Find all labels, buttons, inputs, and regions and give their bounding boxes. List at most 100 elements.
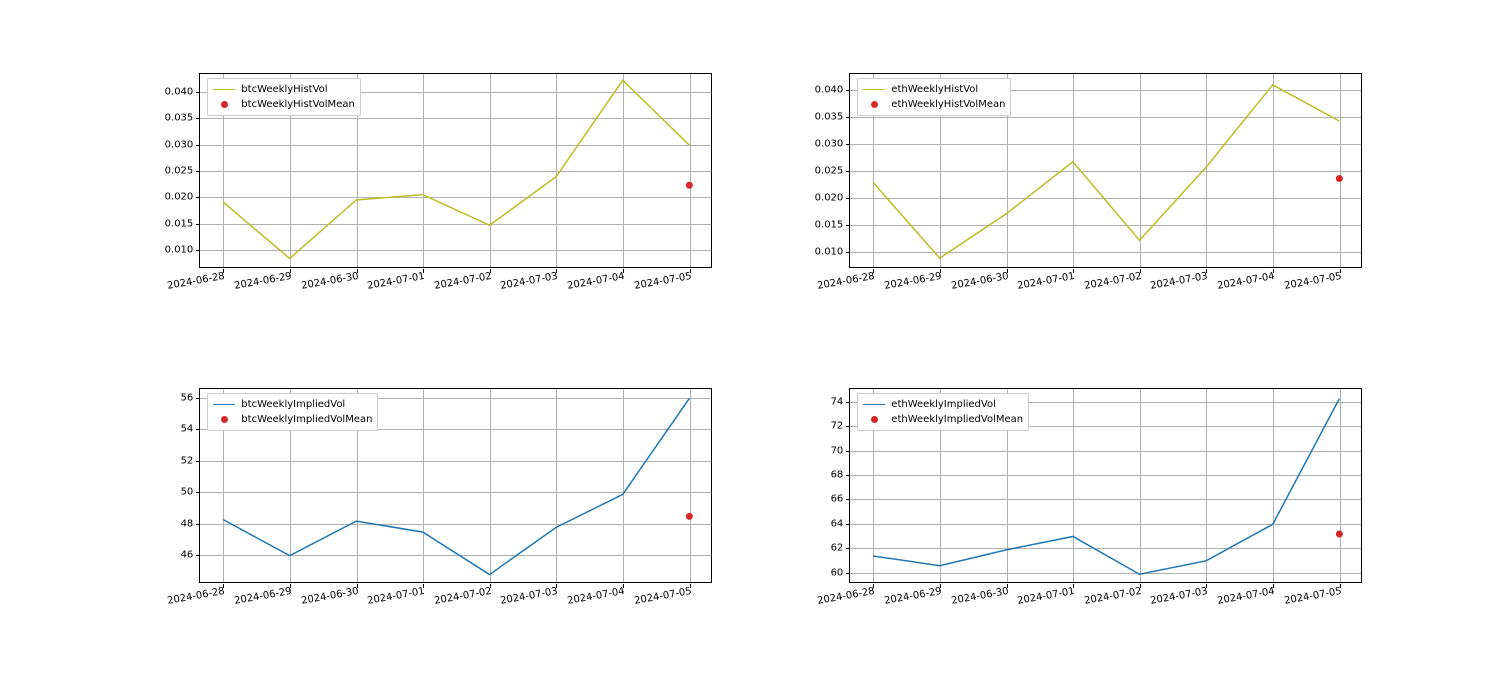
xtick-label: 2024-07-02 <box>433 267 493 292</box>
xtick-label: 2024-06-30 <box>299 267 359 292</box>
ytick-label: 66 <box>831 494 851 505</box>
legend-label: ethWeeklyImpliedVolMean <box>891 414 1023 425</box>
xtick-label: 2024-06-30 <box>949 267 1009 292</box>
legend-label: ethWeeklyHistVol <box>891 84 978 95</box>
legend-item-marker: btcWeeklyHistVolMean <box>213 97 355 112</box>
mean-marker <box>686 512 693 519</box>
legend-label: btcWeeklyHistVolMean <box>241 99 355 110</box>
xtick-label: 2024-06-30 <box>949 582 1009 607</box>
xtick-label: 2024-06-28 <box>816 267 876 292</box>
xtick-label: 2024-06-28 <box>166 267 226 292</box>
ytick-label: 0.040 <box>815 84 851 95</box>
ytick-label: 0.025 <box>815 166 851 177</box>
legend-swatch-marker <box>213 412 235 426</box>
xtick-label: 2024-07-01 <box>366 582 426 607</box>
xtick-label: 2024-06-29 <box>883 267 943 292</box>
ytick-label: 48 <box>181 518 201 529</box>
xtick-label: 2024-07-03 <box>1149 267 1209 292</box>
xtick-label: 2024-07-04 <box>566 267 626 292</box>
xtick-label: 2024-06-28 <box>816 582 876 607</box>
ytick-label: 70 <box>831 445 851 456</box>
ytick-label: 0.035 <box>165 113 201 124</box>
ytick-label: 50 <box>181 487 201 498</box>
legend-label: ethWeeklyImpliedVol <box>891 399 996 410</box>
legend-item-marker: ethWeeklyImpliedVolMean <box>863 412 1023 427</box>
axes-btc_hist: 0.0100.0150.0200.0250.0300.0350.0402024-… <box>199 73 711 268</box>
ytick-label: 0.030 <box>165 139 201 150</box>
xtick-label: 2024-07-02 <box>1083 267 1143 292</box>
xtick-label: 2024-07-01 <box>1016 582 1076 607</box>
legend-marker-swatch <box>221 416 228 423</box>
legend-item-line: ethWeeklyHistVol <box>863 82 1005 97</box>
ytick-label: 68 <box>831 470 851 481</box>
legend-item-line: ethWeeklyImpliedVol <box>863 397 1023 412</box>
xtick-label: 2024-07-05 <box>1282 267 1342 292</box>
xtick-label: 2024-06-28 <box>166 582 226 607</box>
legend-swatch-marker <box>863 412 885 426</box>
ytick-label: 0.010 <box>165 245 201 256</box>
xtick-label: 2024-07-03 <box>499 582 559 607</box>
legend-swatch-line <box>863 397 885 411</box>
ytick-label: 0.040 <box>165 86 201 97</box>
xtick-label: 2024-06-30 <box>299 582 359 607</box>
ytick-label: 0.010 <box>815 247 851 258</box>
xtick-label: 2024-06-29 <box>883 582 943 607</box>
xtick-label: 2024-06-29 <box>233 267 293 292</box>
legend-marker-swatch <box>871 416 878 423</box>
legend-label: ethWeeklyHistVolMean <box>891 99 1005 110</box>
xtick-label: 2024-07-02 <box>1083 582 1143 607</box>
legend-swatch-line <box>213 397 235 411</box>
legend-marker-swatch <box>221 101 228 108</box>
ytick-label: 46 <box>181 550 201 561</box>
legend-item-marker: btcWeeklyImpliedVolMean <box>213 412 372 427</box>
legend-marker-swatch <box>871 101 878 108</box>
ytick-label: 0.020 <box>815 193 851 204</box>
ytick-label: 60 <box>831 567 851 578</box>
axes-eth_hist: 0.0100.0150.0200.0250.0300.0350.0402024-… <box>849 73 1361 268</box>
legend-line-swatch <box>863 89 885 90</box>
xtick-label: 2024-07-03 <box>499 267 559 292</box>
figure: 0.010 0.015 0.020 0.025 0.030 0.035 0.040 2024-… <box>0 0 1500 700</box>
ytick-label: 62 <box>831 543 851 554</box>
xtick-label: 2024-07-02 <box>433 582 493 607</box>
legend-line-swatch <box>213 89 235 90</box>
ytick-label: 54 <box>181 424 201 435</box>
legend: ethWeeklyImpliedVol ethWeeklyImpliedVolMe… <box>857 393 1029 431</box>
ytick-label: 0.030 <box>815 138 851 149</box>
xtick-label: 2024-07-04 <box>566 582 626 607</box>
legend-swatch-line <box>213 82 235 96</box>
legend-item-line: btcWeeklyHistVol <box>213 82 355 97</box>
xtick-label: 2024-07-04 <box>1216 267 1276 292</box>
mean-marker <box>1336 530 1343 537</box>
xtick-label: 2024-07-05 <box>1282 582 1342 607</box>
ytick-label: 64 <box>831 518 851 529</box>
legend-swatch-marker <box>863 97 885 111</box>
xtick-label: 2024-07-04 <box>1216 582 1276 607</box>
xtick-label: 2024-07-01 <box>1016 267 1076 292</box>
ytick-label: 0.035 <box>815 111 851 122</box>
legend-line-swatch <box>863 404 885 405</box>
legend: btcWeeklyImpliedVol btcWeeklyImpliedVolMe… <box>207 393 378 431</box>
mean-marker <box>686 181 693 188</box>
legend: ethWeeklyHistVol ethWeeklyHistVolMean <box>857 78 1011 116</box>
ytick-label: 56 <box>181 392 201 403</box>
legend: btcWeeklyHistVol btcWeeklyHistVolMean <box>207 78 361 116</box>
xtick-label: 2024-07-05 <box>632 582 692 607</box>
legend-item-line: btcWeeklyImpliedVol <box>213 397 372 412</box>
xtick-label: 2024-07-01 <box>366 267 426 292</box>
legend-line-swatch <box>213 404 235 405</box>
xtick-label: 2024-06-29 <box>233 582 293 607</box>
legend-label: btcWeeklyImpliedVol <box>241 399 345 410</box>
ytick-label: 0.015 <box>815 220 851 231</box>
xtick-label: 2024-07-05 <box>632 267 692 292</box>
ytick-label: 74 <box>831 396 851 407</box>
ytick-label: 0.020 <box>165 192 201 203</box>
ytick-label: 0.025 <box>165 166 201 177</box>
axes-eth_implied: 60626466687072742024-06-282024-06-292024… <box>849 388 1361 583</box>
xtick-label: 2024-07-03 <box>1149 582 1209 607</box>
legend-item-marker: ethWeeklyHistVolMean <box>863 97 1005 112</box>
legend-label: btcWeeklyHistVol <box>241 84 327 95</box>
ytick-label: 72 <box>831 421 851 432</box>
legend-swatch-line <box>863 82 885 96</box>
mean-marker <box>1336 175 1343 182</box>
